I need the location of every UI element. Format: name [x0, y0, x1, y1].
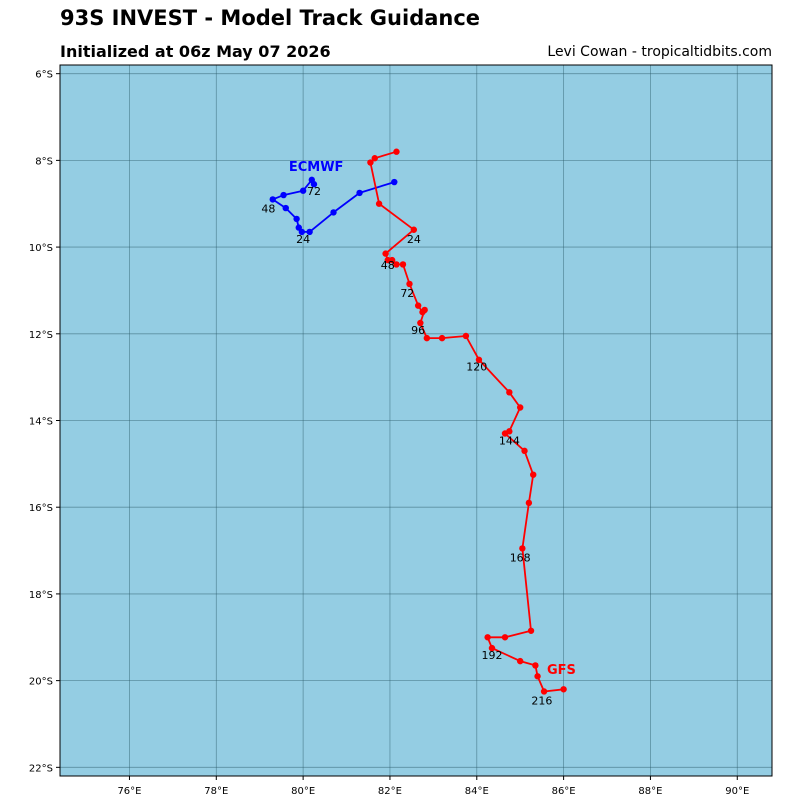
- chart-title: 93S INVEST - Model Track Guidance: [60, 6, 481, 30]
- gfs-track-point: [393, 261, 400, 268]
- ecmwf-track-point: [295, 224, 302, 231]
- gfs-model-label: GFS: [547, 663, 576, 678]
- gfs-forecast-hour-label: 72: [400, 287, 414, 300]
- x-tick-label: 86°E: [552, 786, 576, 797]
- gfs-forecast-hour-label: 48: [381, 259, 395, 272]
- x-tick-label: 80°E: [291, 786, 315, 797]
- ecmwf-track-point: [356, 189, 363, 197]
- y-tick-label: 10°S: [29, 243, 53, 254]
- gfs-forecast-hour-label: 24: [407, 233, 421, 246]
- y-tick-label: 8°S: [35, 156, 53, 167]
- gfs-track-point: [367, 159, 374, 166]
- gfs-track-point: [488, 644, 496, 652]
- ecmwf-track-point: [293, 215, 300, 223]
- ecmwf-forecast-hour-label: 72: [307, 185, 321, 198]
- chart-credit: Levi Cowan - tropicaltidbits.com: [547, 44, 772, 60]
- gfs-track-point: [417, 319, 424, 327]
- y-tick-label: 18°S: [29, 590, 53, 601]
- ecmwf-track-point: [310, 181, 318, 188]
- gfs-track-point: [371, 155, 378, 162]
- gfs-track-point: [484, 634, 491, 641]
- gfs-track-point: [375, 200, 383, 207]
- gfs-track-point: [423, 334, 431, 342]
- gfs-track-point: [527, 627, 535, 634]
- gfs-forecast-hour-label: 144: [499, 434, 520, 447]
- gfs-track-point: [516, 404, 524, 411]
- y-tick-label: 12°S: [29, 330, 53, 341]
- gfs-track-point: [525, 499, 533, 507]
- gfs-track-point: [532, 662, 539, 669]
- gfs-track-point: [388, 256, 396, 264]
- axis-ticks: 76°E 78°E 80°E 82°E 84°E 86°E 88°E 90°E 6°S 8°S 10…: [29, 70, 749, 797]
- gfs-forecast-hour-label: 192: [481, 649, 502, 662]
- y-tick-label: 22°S: [29, 763, 53, 774]
- ecmwf-forecast-hour-label: 48: [261, 202, 275, 215]
- x-tick-label: 88°E: [638, 786, 662, 797]
- x-tick-label: 78°E: [204, 786, 228, 797]
- ecmwf-track-point: [299, 187, 307, 194]
- x-tick-label: 82°E: [378, 786, 402, 797]
- gfs-track-point: [438, 334, 446, 342]
- x-tick-label: 90°E: [725, 786, 749, 797]
- gfs-track-point: [393, 148, 400, 155]
- gfs-track-point: [506, 389, 513, 396]
- gfs-forecast-hour-label: 96: [411, 324, 425, 337]
- ecmwf-track-point: [280, 191, 287, 199]
- y-tick-label: 6°S: [35, 70, 53, 81]
- x-tick-label: 76°E: [117, 786, 141, 797]
- map-frame: [59, 64, 773, 777]
- ecmwf-track-point: [306, 228, 313, 236]
- gfs-track-point: [530, 471, 537, 478]
- model-tracks: [269, 148, 567, 695]
- x-tick-label: 84°E: [465, 786, 489, 797]
- ecmwf-track-point: [269, 196, 276, 203]
- gfs-track-point: [382, 250, 389, 257]
- gfs-track-point: [534, 673, 541, 680]
- y-tick-label: 14°S: [29, 417, 53, 428]
- track-labels: 24 48 72 ECMWF 24 48 72 96 120 144 168 192 216 GFS: [261, 160, 576, 707]
- y-tick-label: 20°S: [29, 677, 53, 688]
- gfs-forecast-hour-label: 168: [510, 551, 531, 564]
- chart-subtitle: Initialized at 06z May 07 2026: [60, 42, 331, 61]
- gfs-track-point: [501, 430, 509, 437]
- gfs-track-point: [406, 280, 413, 288]
- gfs-track-point: [540, 688, 548, 695]
- ecmwf-track-point: [391, 178, 398, 186]
- gfs-track-point: [462, 332, 470, 340]
- gfs-track-point: [475, 356, 483, 364]
- gfs-track-point: [516, 657, 524, 665]
- ecmwf-track-point: [330, 209, 337, 216]
- ecmwf-forecast-hour-label: 24: [296, 233, 310, 246]
- gfs-track-point: [521, 447, 528, 455]
- gfs-track-point: [519, 545, 526, 552]
- gfs-track-point: [410, 226, 418, 233]
- y-tick-label: 16°S: [29, 503, 53, 514]
- gfs-track-point: [501, 634, 509, 641]
- gfs-track-point: [414, 302, 422, 309]
- gfs-track-point: [421, 306, 428, 314]
- ecmwf-model-label: ECMWF: [289, 160, 344, 175]
- gfs-forecast-hour-label: 120: [466, 361, 487, 374]
- ecmwf-track-point: [282, 204, 289, 212]
- gfs-track-point: [399, 261, 407, 268]
- gfs-track-point: [560, 686, 567, 693]
- gfs-forecast-hour-label: 216: [531, 694, 552, 707]
